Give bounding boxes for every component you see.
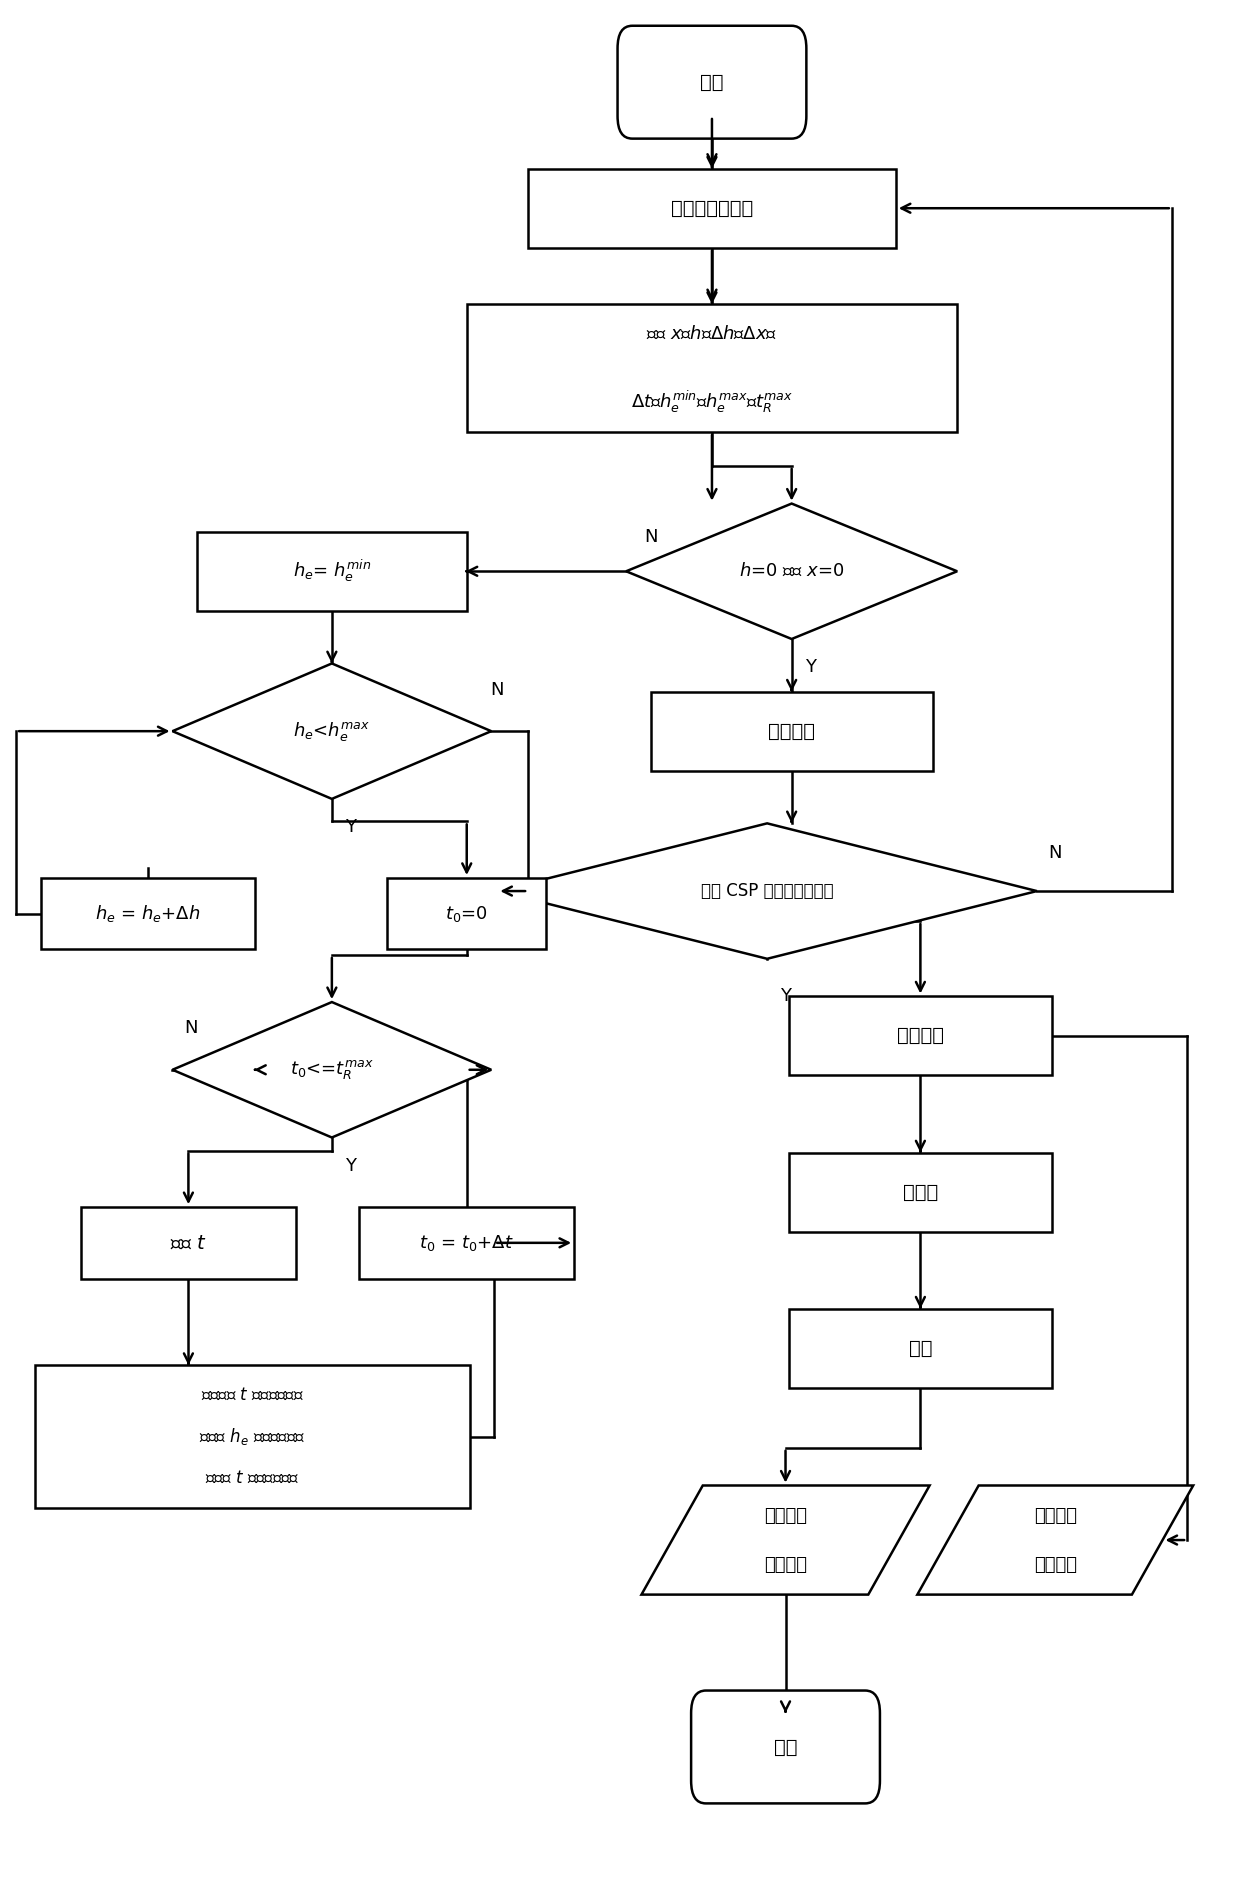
Text: N: N: [1049, 845, 1061, 862]
Polygon shape: [626, 504, 957, 639]
Bar: [651, 692, 932, 771]
Text: $h_e$= $h_e^{min}$: $h_e$= $h_e^{min}$: [293, 559, 371, 584]
Text: $\Delta t$、$h_e^{min}$、$h_e^{max}$、$t_R^{max}$: $\Delta t$、$h_e^{min}$、$h_e^{max}$、$t_R^…: [631, 388, 792, 415]
Text: 计算 $t$: 计算 $t$: [170, 1234, 207, 1253]
Text: N: N: [184, 1020, 197, 1037]
Text: 速度分析: 速度分析: [897, 1027, 944, 1046]
Text: N: N: [644, 529, 657, 546]
Polygon shape: [918, 1486, 1193, 1594]
Text: 录道的 $t$ 时刻波场值上: 录道的 $t$ 时刻波场值上: [205, 1469, 300, 1488]
Bar: [197, 532, 466, 610]
Text: Y: Y: [345, 819, 356, 836]
Bar: [41, 877, 255, 949]
Text: $t_0$=0: $t_0$=0: [445, 904, 489, 923]
Polygon shape: [172, 663, 491, 800]
Text: 输出偏移: 输出偏移: [764, 1507, 807, 1525]
Text: $h$=0 或者 $x$=0: $h$=0 或者 $x$=0: [739, 563, 844, 580]
Text: 读入输入道数据: 读入输入道数据: [671, 199, 753, 218]
Text: $h_e$<$h_e^{max}$: $h_e$<$h_e^{max}$: [294, 720, 371, 743]
Text: N: N: [491, 680, 505, 699]
Text: 确定 $x$、$h$、$\Delta h$、$\Delta x$、: 确定 $x$、$h$、$\Delta h$、$\Delta x$、: [646, 326, 777, 343]
Bar: [81, 1207, 295, 1279]
Text: 所有 CSP 道集已映射完成: 所有 CSP 道集已映射完成: [701, 881, 833, 900]
FancyBboxPatch shape: [691, 1690, 880, 1804]
Text: 输出速度: 输出速度: [1034, 1507, 1076, 1525]
Bar: [528, 169, 895, 248]
Bar: [789, 997, 1053, 1076]
Text: 将输入道 $t$ 时刻的波场值: 将输入道 $t$ 时刻的波场值: [201, 1387, 304, 1404]
Bar: [789, 1309, 1053, 1387]
Text: 结束: 结束: [774, 1738, 797, 1757]
Text: $t_0$<=$t_R^{max}$: $t_0$<=$t_R^{max}$: [290, 1057, 373, 1082]
Text: Y: Y: [780, 987, 791, 1006]
Text: 分析结果: 分析结果: [1034, 1556, 1076, 1573]
Text: 成像剖面: 成像剖面: [764, 1556, 807, 1573]
Text: 开始: 开始: [701, 72, 724, 91]
Text: 动校正: 动校正: [903, 1182, 937, 1201]
Bar: [387, 877, 547, 949]
FancyBboxPatch shape: [618, 27, 806, 138]
Bar: [789, 1152, 1053, 1232]
Bar: [360, 1207, 574, 1279]
Polygon shape: [497, 822, 1037, 959]
Text: Y: Y: [345, 1156, 356, 1175]
Polygon shape: [172, 1002, 491, 1137]
Text: Y: Y: [805, 658, 816, 677]
Text: $t_0$ = $t_0$+$\Delta t$: $t_0$ = $t_0$+$\Delta t$: [419, 1234, 515, 1253]
Text: $h_e$ = $h_e$+$\Delta h$: $h_e$ = $h_e$+$\Delta h$: [95, 904, 201, 925]
Text: 叠加到 $h_e$ 的共散射点记: 叠加到 $h_e$ 的共散射点记: [198, 1427, 305, 1448]
Text: 叠加: 叠加: [909, 1338, 932, 1357]
Text: 整道映射: 整道映射: [768, 722, 815, 741]
Bar: [35, 1364, 470, 1508]
Bar: [466, 305, 957, 432]
Polygon shape: [641, 1486, 930, 1594]
